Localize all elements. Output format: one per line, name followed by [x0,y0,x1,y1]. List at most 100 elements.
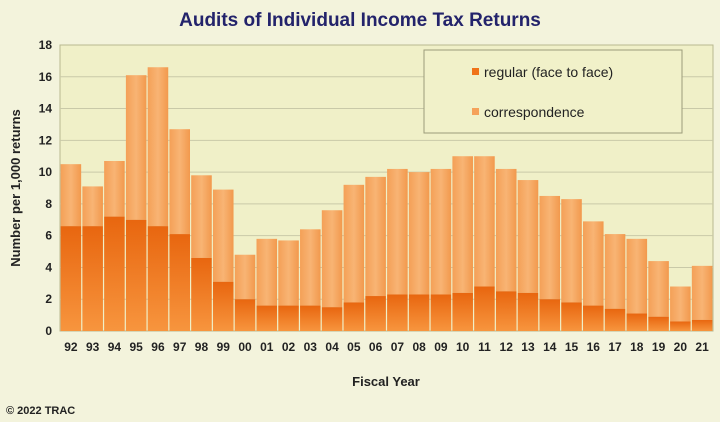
bar-regular-05 [343,302,365,331]
y-tick-label: 18 [39,38,53,52]
x-tick-label: 15 [565,340,579,354]
bar-regular-98 [191,257,212,331]
legend-label-correspondence: correspondence [484,104,585,120]
x-tick-label: 13 [521,340,535,354]
bar-correspondence-05 [343,184,365,303]
bar-correspondence-07 [387,168,408,295]
bar-regular-95 [125,219,147,331]
x-tick-label: 04 [325,340,339,354]
bar-correspondence-02 [278,240,299,306]
legend: regular (face to face) correspondence [423,49,683,134]
bar-correspondence-95 [125,75,147,220]
bar-correspondence-98 [191,175,212,258]
bar-correspondence-17 [604,234,626,309]
x-tick-label: 92 [64,340,78,354]
x-tick-label: 16 [587,340,601,354]
bar-correspondence-06 [365,176,386,297]
bar-correspondence-99 [212,189,234,282]
bar-regular-17 [604,308,626,331]
chart-title: Audits of Individual Income Tax Returns [179,10,541,31]
bar-regular-00 [234,299,256,331]
x-tick-label: 17 [608,340,622,354]
x-tick-label: 19 [652,340,666,354]
bar-correspondence-94 [104,160,125,217]
bar-correspondence-13 [517,180,539,293]
x-tick-label: 02 [282,340,296,354]
y-tick-label: 10 [39,165,53,179]
bar-regular-01 [256,305,278,331]
bar-correspondence-09 [430,168,452,295]
bar-correspondence-96 [147,67,169,227]
bar-regular-09 [430,294,452,331]
bar-regular-14 [539,299,561,331]
x-tick-label: 18 [630,340,644,354]
bar-correspondence-21 [691,265,713,320]
y-tick-label: 12 [39,133,53,147]
bar-regular-13 [517,292,539,331]
bars [60,67,713,331]
bar-correspondence-03 [300,229,321,306]
x-tick-label: 94 [108,340,122,354]
bar-regular-97 [169,234,190,331]
x-tick-label: 93 [86,340,100,354]
x-tick-label: 11 [478,340,491,354]
x-tick-label: 97 [173,340,187,354]
legend-label-regular: regular (face to face) [484,64,613,80]
legend-box [423,49,683,134]
x-tick-label: 98 [195,340,209,354]
bar-regular-18 [626,313,648,331]
y-tick-label: 16 [39,70,53,84]
bar-regular-16 [583,305,604,331]
bar-correspondence-10 [452,156,473,293]
y-tick-label: 14 [39,102,53,116]
bar-correspondence-04 [321,210,343,308]
x-tick-label: 03 [304,340,318,354]
bar-regular-08 [408,294,430,331]
y-tick-labels: 0 2 4 6 8 10 12 14 16 18 [39,38,53,338]
bar-regular-19 [648,316,669,331]
bar-correspondence-00 [234,254,256,300]
y-tick-label: 6 [45,229,52,243]
bar-correspondence-92 [60,164,82,227]
bar-regular-96 [147,226,169,331]
x-tick-label: 14 [543,340,557,354]
bar-regular-02 [278,305,299,331]
x-tick-label: 07 [391,340,405,354]
bar-regular-93 [82,226,103,331]
x-tick-label: 20 [674,340,688,354]
bar-correspondence-08 [408,172,430,295]
bar-regular-11 [474,286,495,331]
x-tick-label: 10 [456,340,470,354]
x-tick-label: 06 [369,340,383,354]
y-axis-label: Number per 1,000 returns [8,109,23,267]
x-tick-label: 05 [347,340,361,354]
bar-regular-04 [321,307,343,331]
y-tick-label: 8 [45,197,52,211]
x-tick-label: 12 [500,340,514,354]
bar-regular-99 [212,281,234,331]
x-tick-label: 99 [217,340,231,354]
copyright: © 2022 TRAC [6,405,75,417]
bar-regular-15 [561,302,582,331]
bar-correspondence-11 [474,156,495,287]
x-tick-label: 00 [238,340,252,354]
bar-correspondence-14 [539,195,561,300]
bar-correspondence-18 [626,238,648,314]
bar-regular-21 [691,319,713,331]
bar-regular-92 [60,226,82,331]
x-tick-labels: 92 93 94 95 96 97 98 99 00 01 02 03 04 05 06 07 08 09 10 11… [64,340,709,354]
x-tick-label: 96 [151,340,165,354]
bar-correspondence-15 [561,199,582,303]
y-tick-label: 2 [45,292,52,306]
bar-correspondence-01 [256,238,278,306]
y-tick-label: 4 [45,260,52,274]
bar-regular-12 [495,291,517,331]
x-tick-label: 09 [434,340,448,354]
bar-correspondence-20 [670,286,691,322]
bar-regular-07 [387,294,408,331]
x-tick-label: 95 [130,340,144,354]
bar-correspondence-16 [583,221,604,306]
bar-correspondence-12 [495,168,517,292]
